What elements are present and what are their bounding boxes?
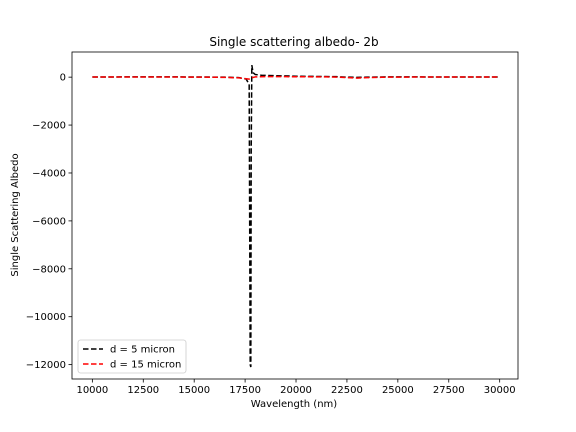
legend-box — [77, 339, 187, 374]
y-tick-label: −8000 — [32, 264, 66, 275]
x-tick-label: 25000 — [382, 385, 414, 396]
x-tick-label: 17500 — [229, 385, 261, 396]
chart-title: Single scattering albedo- 2b — [209, 35, 378, 49]
x-tick-label: 22500 — [331, 385, 363, 396]
x-tick-label: 10000 — [76, 385, 108, 396]
legend-label-1: d = 5 micron — [110, 345, 175, 356]
series-line-2 — [92, 75, 500, 80]
x-axis-label: Wavelength (nm) — [251, 399, 337, 410]
x-tick-label: 20000 — [280, 385, 312, 396]
y-tick-label: −4000 — [32, 168, 66, 179]
y-tick-label: −10000 — [26, 312, 66, 323]
y-tick-label: 0 — [60, 73, 66, 84]
x-tick-label: 15000 — [178, 385, 210, 396]
legend-label-2: d = 15 micron — [110, 360, 181, 371]
axes-frame — [71, 51, 519, 380]
y-tick-label: −2000 — [32, 121, 66, 132]
x-tick-label: 27500 — [433, 385, 465, 396]
x-tick-label: 30000 — [484, 385, 516, 396]
plot-area: 10000 12500 15000 17500 20000 22500 25000 27500… — [26, 51, 519, 396]
x-tick-label: 12500 — [127, 385, 159, 396]
y-axis-label: Single Scattering Albedo — [10, 153, 21, 276]
y-tick-label: −6000 — [32, 216, 66, 227]
y-tick-label: −12000 — [26, 360, 66, 371]
